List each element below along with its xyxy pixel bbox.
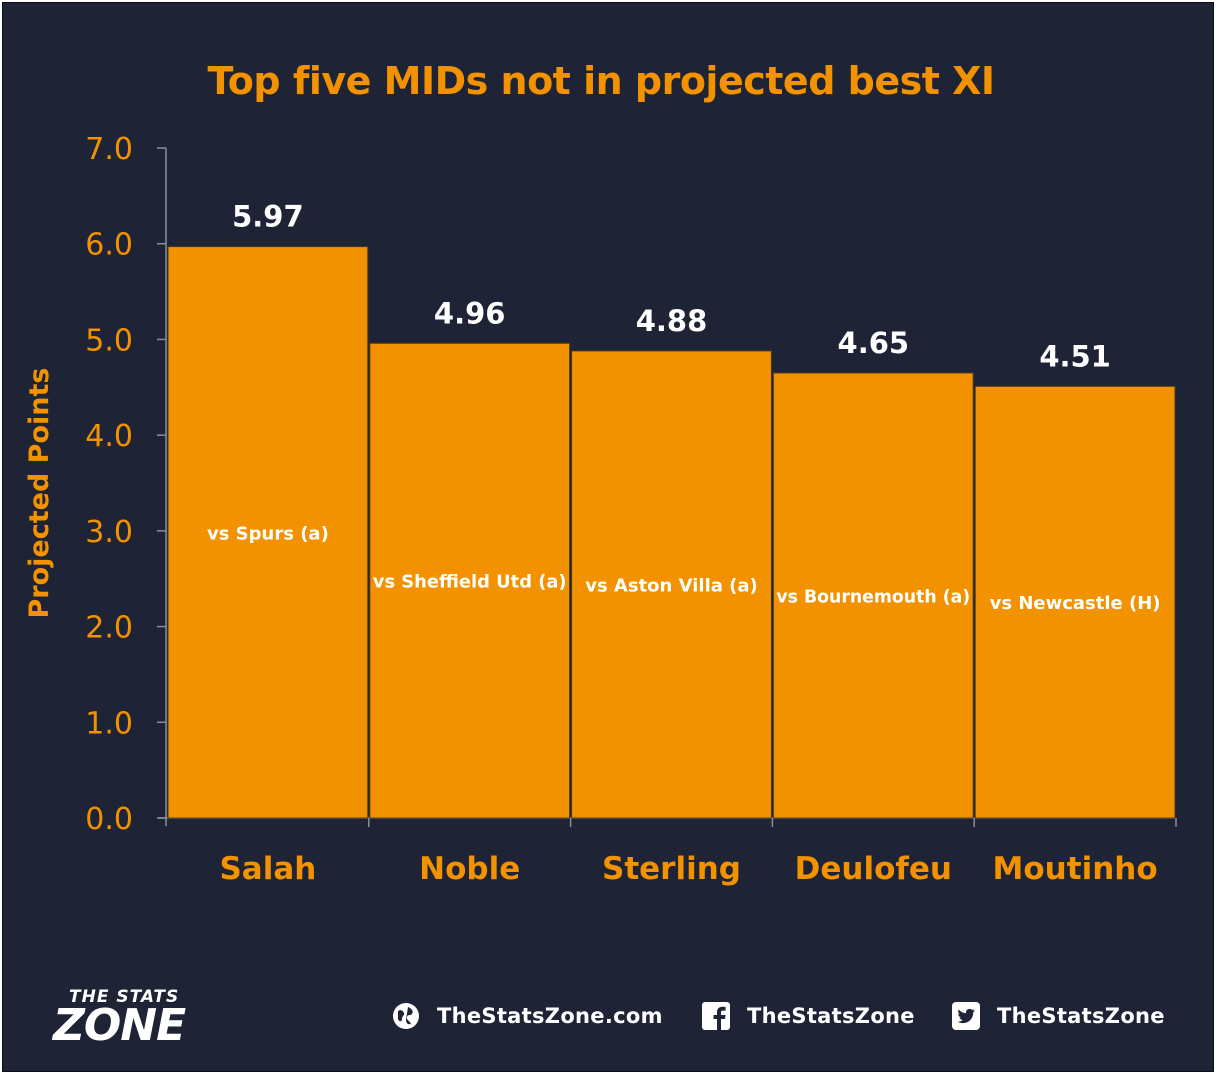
twitter-icon xyxy=(951,1001,981,1031)
logo-top-text: THE STATS xyxy=(69,987,180,1007)
x-tick-label: Moutinho xyxy=(993,851,1158,887)
y-tick-label: 0.0 xyxy=(85,802,133,837)
chart-title: Top five MIDs not in projected best XI xyxy=(207,59,995,103)
facebook-text: TheStatsZone xyxy=(747,1004,915,1028)
bar-fixture-label: vs Bournemouth (a) xyxy=(776,586,970,607)
twitter-link[interactable]: TheStatsZone xyxy=(951,1001,1165,1031)
bar-fixture-label: vs Aston Villa (a) xyxy=(585,575,758,596)
website-link[interactable]: TheStatsZone.com xyxy=(391,1001,663,1031)
y-tick-label: 6.0 xyxy=(85,228,133,263)
facebook-icon xyxy=(701,1001,731,1031)
bar-fixture-label: vs Newcastle (H) xyxy=(990,593,1161,614)
y-tick-label: 7.0 xyxy=(85,132,133,167)
bar xyxy=(369,342,571,819)
y-tick-label: 3.0 xyxy=(85,515,133,550)
bar-chart: 0.0 1.0 2.0 3.0 4.0 5.0 6.0 7.0 Projected Points… xyxy=(24,132,1177,887)
y-tick-label: 5.0 xyxy=(85,323,133,358)
bar xyxy=(571,350,772,819)
value-label: 5.97 xyxy=(232,200,304,234)
y-tick-label: 1.0 xyxy=(85,706,133,741)
value-label: 4.88 xyxy=(636,304,708,338)
stats-zone-logo: THE STATS ZONE xyxy=(49,987,269,1051)
x-tick-label: Deulofeu xyxy=(795,851,952,887)
value-label: 4.51 xyxy=(1039,339,1111,373)
website-text: TheStatsZone.com xyxy=(437,1004,663,1028)
bar-fixture-label: vs Sheffield Utd (a) xyxy=(373,572,567,593)
bar xyxy=(974,385,1176,819)
y-axis-title: Projected Points xyxy=(24,368,55,619)
globe-icon xyxy=(391,1001,421,1031)
facebook-link[interactable]: TheStatsZone xyxy=(701,1001,915,1031)
twitter-text: TheStatsZone xyxy=(997,1004,1165,1028)
value-label: 4.65 xyxy=(838,326,910,360)
x-tick-label: Noble xyxy=(419,851,520,887)
x-tick-label: Sterling xyxy=(602,851,741,887)
bar-fixture-label: vs Spurs (a) xyxy=(207,523,329,544)
logo-main-text: ZONE xyxy=(53,1000,186,1051)
bar xyxy=(772,372,974,819)
x-tick-label: Salah xyxy=(219,851,316,887)
value-label: 4.96 xyxy=(434,296,506,330)
y-tick-label: 2.0 xyxy=(85,611,133,646)
bar xyxy=(167,246,369,819)
y-tick-label: 4.0 xyxy=(85,419,133,454)
footer: THE STATS ZONE TheStatsZone.com TheStats… xyxy=(3,983,1213,1053)
